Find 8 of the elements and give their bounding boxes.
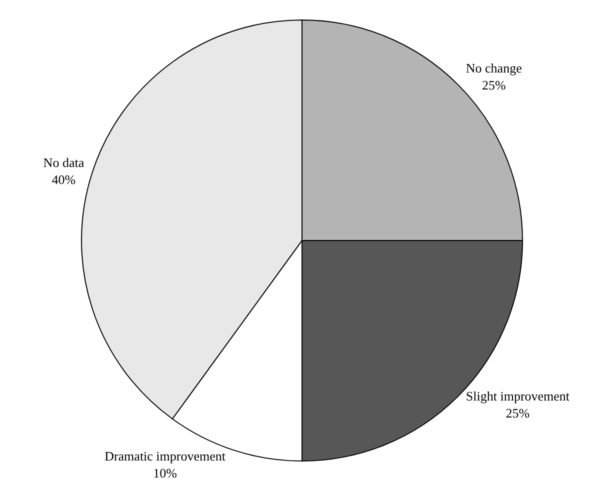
slice-label: Dramatic improvement — [104, 448, 226, 464]
data-label: 10% — [153, 466, 178, 481]
data-label: 40% — [52, 172, 76, 187]
slice-label: No change — [466, 60, 522, 76]
data-label: 25% — [482, 78, 506, 93]
slice-label: No data — [43, 154, 84, 170]
data-label: 25% — [506, 405, 530, 420]
slice-label: Slight improvement — [466, 388, 570, 404]
